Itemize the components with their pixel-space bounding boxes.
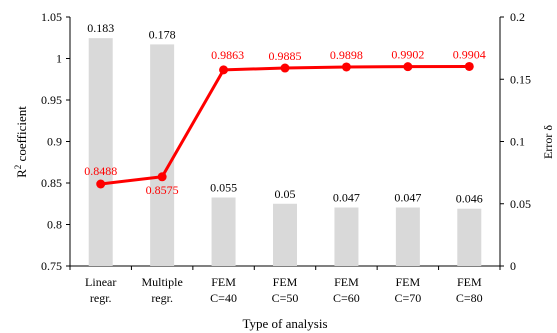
x-tick-label: Multiple regr. [141, 275, 182, 305]
y-left-tick-label: 0.95 [41, 93, 62, 107]
x-tick-label: FEM C=60 [333, 275, 360, 305]
y-left-tick-label: 1.05 [41, 10, 62, 24]
y-right-tick-label: 0.05 [510, 197, 531, 211]
y-left-tick-label: 0.85 [41, 176, 62, 190]
line-value-label: 0.9904 [453, 47, 486, 61]
line-value-label: 0.9902 [391, 48, 424, 62]
x-tick-label: Linear regr. [85, 275, 116, 305]
bar-value-label: 0.055 [210, 181, 237, 195]
x-axis-title: Type of analysis [242, 316, 327, 331]
y-axis-left-title: R2 coefficient [13, 106, 29, 178]
y-axis-left-title-sup: 2 [13, 165, 23, 170]
bar [273, 203, 297, 266]
bar [395, 207, 420, 266]
y-axis-left-title-rest: coefficient [14, 106, 29, 165]
bar [88, 38, 113, 266]
y-axis-right-title: Error δ [541, 125, 555, 159]
line-value-label: 0.8575 [146, 183, 179, 197]
y-left-tick-label: 0.8 [47, 218, 62, 232]
line-point [280, 63, 290, 73]
line-point [157, 172, 167, 182]
x-tick-label: FEM C=40 [210, 275, 237, 305]
bar-value-label: 0.178 [149, 27, 176, 41]
bar-value-label: 0.047 [333, 190, 360, 204]
bar-value-label: 0.047 [394, 190, 421, 204]
r2-line-series [96, 61, 474, 189]
x-tick-label: FEM C=70 [394, 275, 421, 305]
line-value-label: 0.9898 [330, 48, 363, 62]
y-axis-left-title-base: R [14, 169, 29, 178]
x-tick-label: FEM C=80 [456, 275, 483, 305]
line-value-label: 0.9885 [269, 49, 302, 63]
error-bars-series [88, 38, 482, 266]
bar-value-label: 0.046 [456, 192, 483, 206]
y-right-tick-label: 0 [510, 259, 516, 273]
y-right-tick-label: 0.1 [510, 135, 525, 149]
line-point [341, 62, 351, 72]
data-labels: 0.183 0.178 0.055 0.05 0.047 0.047 0.046 0.8488… [84, 21, 486, 206]
y-right-tick-label: 0.15 [510, 72, 531, 86]
x-tick-label: FEM C=50 [272, 275, 299, 305]
line-value-label: 0.9863 [211, 48, 244, 62]
line-point [403, 62, 413, 72]
axes: 0.75 0.8 0.85 0.9 0.95 1 1.05 0 0.05 0.1 0.15 0.2 Li… [41, 10, 531, 305]
line-point [96, 179, 106, 189]
bar-value-label: 0.183 [87, 21, 114, 35]
line-point [219, 65, 229, 75]
y-left-tick-label: 1 [56, 52, 62, 66]
line-point [464, 61, 474, 71]
bar [150, 44, 175, 266]
bar [211, 197, 236, 266]
y-left-tick-label: 0.75 [41, 259, 62, 273]
line-value-label: 0.8488 [84, 164, 117, 178]
y-right-tick-label: 0.2 [510, 10, 525, 24]
bar [334, 207, 359, 266]
y-left-tick-label: 0.9 [47, 135, 62, 149]
bar-value-label: 0.05 [275, 187, 296, 201]
bar [457, 208, 482, 266]
